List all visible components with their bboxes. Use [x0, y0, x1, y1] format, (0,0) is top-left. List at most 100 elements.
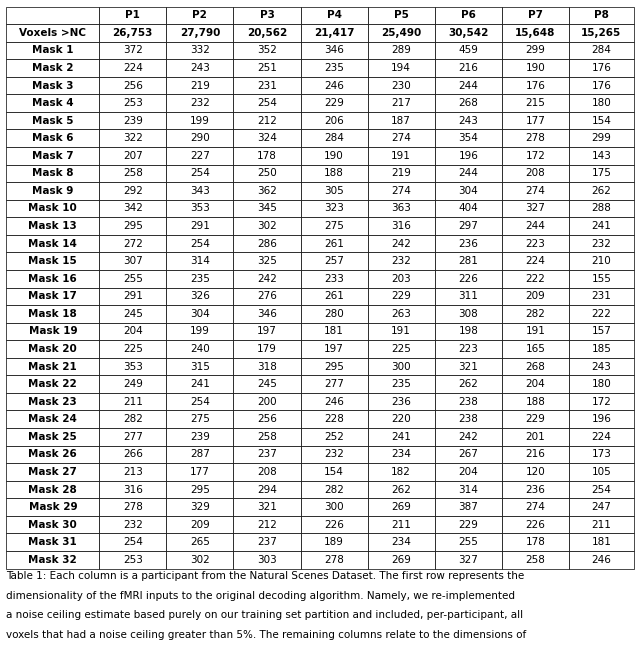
Bar	[234, 445, 301, 463]
Bar	[99, 463, 166, 481]
Bar	[166, 59, 234, 77]
Text: 304: 304	[458, 186, 478, 196]
Text: Mask 14: Mask 14	[28, 239, 77, 248]
Bar	[435, 551, 502, 569]
Text: 291: 291	[190, 221, 210, 231]
Bar	[301, 182, 367, 200]
Text: 321: 321	[257, 502, 277, 512]
Bar	[166, 376, 234, 393]
Bar	[234, 498, 301, 516]
Text: 105: 105	[591, 467, 611, 477]
Bar	[502, 7, 569, 24]
Bar	[166, 200, 234, 217]
Bar	[367, 463, 435, 481]
Bar	[367, 516, 435, 533]
Bar	[6, 305, 99, 323]
Text: 238: 238	[458, 414, 478, 424]
Text: 229: 229	[324, 98, 344, 108]
Text: a noise ceiling estimate based purely on our training set partition and included: a noise ceiling estimate based purely on…	[6, 610, 524, 620]
Bar	[301, 481, 367, 498]
Text: 262: 262	[391, 484, 411, 494]
Bar	[234, 77, 301, 95]
Bar	[301, 323, 367, 340]
Text: 243: 243	[458, 115, 478, 126]
Text: 222: 222	[591, 309, 611, 319]
Text: 194: 194	[391, 63, 411, 73]
Text: Mask 10: Mask 10	[28, 203, 77, 213]
Text: 329: 329	[190, 502, 210, 512]
Text: 256: 256	[257, 414, 277, 424]
Text: 178: 178	[525, 537, 545, 547]
Text: 363: 363	[391, 203, 411, 213]
Bar	[166, 24, 234, 42]
Bar	[367, 217, 435, 235]
Bar	[301, 77, 367, 95]
Text: 15,265: 15,265	[581, 28, 621, 38]
Text: 292: 292	[123, 186, 143, 196]
Text: P2: P2	[193, 10, 207, 20]
Text: 262: 262	[591, 186, 611, 196]
Bar	[569, 323, 634, 340]
Bar	[234, 252, 301, 270]
Text: 278: 278	[324, 555, 344, 565]
Text: 278: 278	[123, 502, 143, 512]
Text: 191: 191	[525, 327, 545, 336]
Text: 295: 295	[190, 484, 210, 494]
Text: 254: 254	[257, 98, 277, 108]
Text: 326: 326	[190, 291, 210, 301]
Text: 299: 299	[591, 133, 611, 143]
Text: Mask 9: Mask 9	[32, 186, 74, 196]
Bar	[99, 498, 166, 516]
Bar	[6, 270, 99, 288]
Bar	[435, 182, 502, 200]
Bar	[435, 516, 502, 533]
Bar	[99, 147, 166, 164]
Text: 187: 187	[391, 115, 411, 126]
Text: 284: 284	[591, 46, 611, 55]
Text: Mask 27: Mask 27	[28, 467, 77, 477]
Text: 246: 246	[324, 396, 344, 407]
Bar	[502, 217, 569, 235]
Bar	[569, 182, 634, 200]
Text: 277: 277	[123, 432, 143, 442]
Text: 172: 172	[591, 396, 611, 407]
Bar	[569, 252, 634, 270]
Text: 199: 199	[190, 327, 210, 336]
Text: 251: 251	[257, 63, 277, 73]
Bar	[6, 428, 99, 445]
Text: 314: 314	[190, 256, 210, 266]
Text: 295: 295	[324, 362, 344, 372]
Bar	[367, 323, 435, 340]
Bar	[502, 340, 569, 358]
Text: 241: 241	[391, 432, 411, 442]
Text: 203: 203	[391, 274, 411, 284]
Text: 177: 177	[190, 467, 210, 477]
Text: 191: 191	[391, 327, 411, 336]
Text: 236: 236	[458, 239, 478, 248]
Text: 233: 233	[324, 274, 344, 284]
Text: 239: 239	[190, 432, 210, 442]
Bar	[367, 130, 435, 147]
Text: 15,648: 15,648	[515, 28, 556, 38]
Bar	[6, 481, 99, 498]
Bar	[166, 393, 234, 411]
Bar	[166, 270, 234, 288]
Bar	[435, 130, 502, 147]
Bar	[166, 252, 234, 270]
Text: 223: 223	[525, 239, 545, 248]
Bar	[367, 376, 435, 393]
Bar	[569, 270, 634, 288]
Bar	[502, 77, 569, 95]
Text: 198: 198	[458, 327, 478, 336]
Bar	[301, 24, 367, 42]
Bar	[301, 112, 367, 130]
Bar	[234, 288, 301, 305]
Text: 299: 299	[525, 46, 545, 55]
Text: 343: 343	[190, 186, 210, 196]
Bar	[234, 95, 301, 112]
Text: 120: 120	[525, 467, 545, 477]
Text: 254: 254	[190, 168, 210, 179]
Text: 305: 305	[324, 186, 344, 196]
Bar	[569, 533, 634, 551]
Bar	[166, 323, 234, 340]
